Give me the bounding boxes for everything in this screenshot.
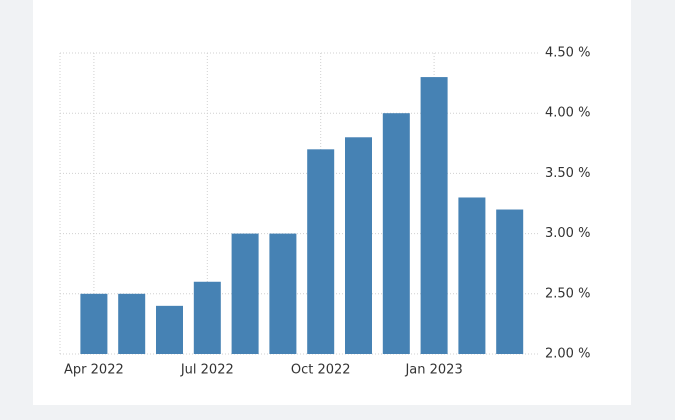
bar	[458, 197, 486, 354]
y-tick-label: 4.00 %	[545, 106, 590, 121]
bar	[118, 293, 146, 354]
bar	[156, 305, 183, 354]
x-tick-label: Apr 2022	[64, 363, 124, 378]
bar	[307, 149, 335, 354]
bar	[345, 137, 372, 354]
bar	[496, 209, 524, 354]
bar	[80, 293, 108, 354]
y-tick-label: 2.00 %	[545, 347, 590, 362]
x-tick-label: Oct 2022	[291, 363, 351, 378]
y-tick-label: 2.50 %	[545, 286, 590, 301]
y-tick-label: 4.50 %	[545, 46, 590, 61]
x-tick-label: Jul 2022	[180, 363, 234, 378]
bar	[382, 113, 410, 354]
bar	[420, 77, 448, 354]
bar	[193, 281, 221, 354]
y-tick-label: 3.50 %	[545, 166, 590, 181]
bar	[231, 233, 259, 354]
bar	[269, 233, 297, 354]
x-tick-label: Jan 2023	[404, 363, 462, 378]
y-tick-label: 3.00 %	[545, 226, 590, 241]
